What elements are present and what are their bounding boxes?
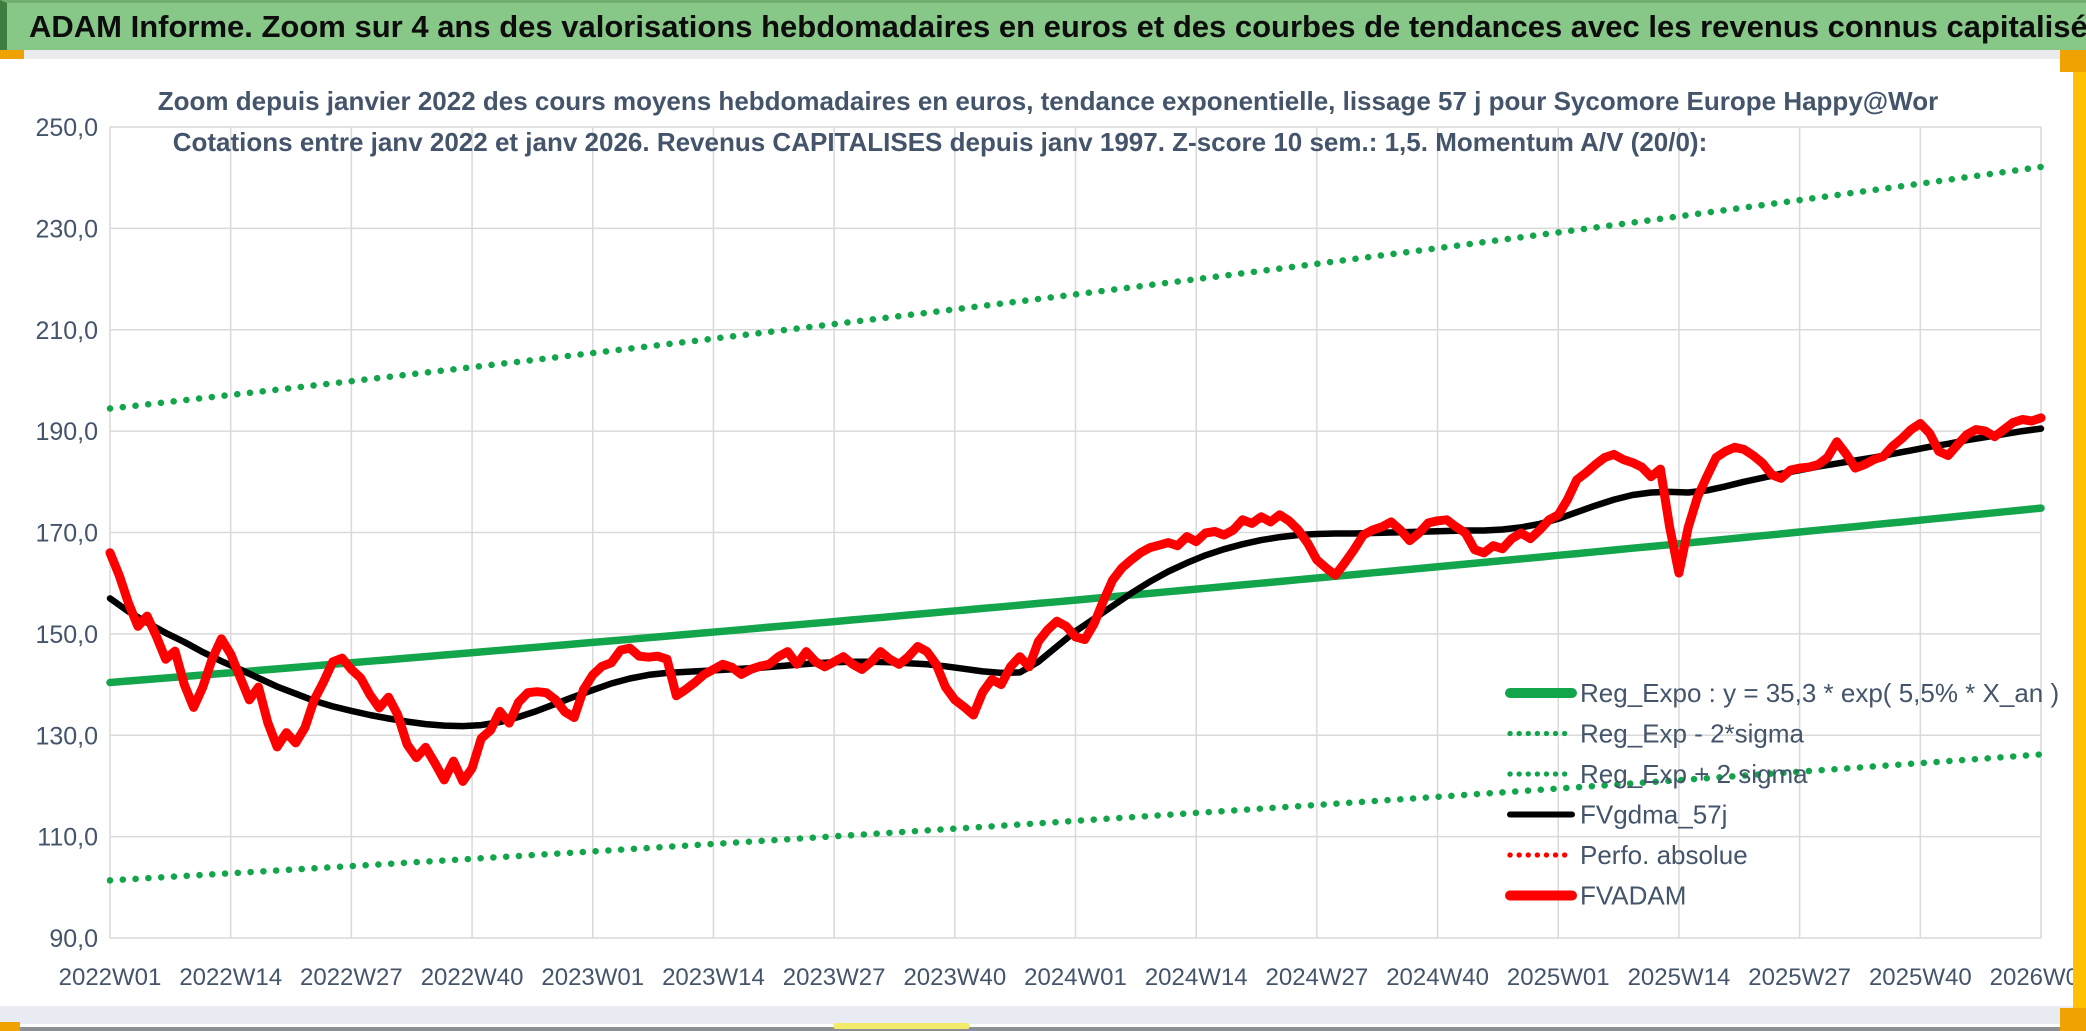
x-axis-tick-label: 2023W14 [662,964,765,991]
right-selection-border [2073,50,2086,1031]
legend-label-reg-exp-plus-2sigma[interactable]: Reg_Exp + 2 sigma [1580,759,1808,789]
y-axis-tick-label: 250,0 [35,114,98,142]
horizontal-scroll-thumb[interactable] [833,1023,970,1029]
x-axis-tick-label: 2023W40 [903,964,1006,991]
x-axis-tick-label: 2022W14 [179,964,282,991]
x-axis-tick-label: 2025W27 [1748,964,1851,991]
reg-expo-line[interactable] [106,504,2045,687]
legend-label-fvadam[interactable]: FVADAM [1580,881,1686,911]
page-title: ADAM Informe. Zoom sur 4 ans des valoris… [29,9,2086,44]
fvadam-line[interactable] [105,413,2046,786]
y-axis-tick-label: 110,0 [37,824,98,852]
y-axis-tick-label: 210,0 [35,317,98,345]
y-axis-tick-label: 190,0 [35,418,98,446]
status-strip [0,1006,2086,1024]
x-axis-tick-label: 2023W27 [783,964,886,991]
x-axis-tick-label: 2022W01 [59,964,162,991]
reg-exp-minus-2sigma-line[interactable] [106,751,2045,884]
legend-label-reg-expo[interactable]: Reg_Expo : y = 35,3 * exp( 5,5% * X_an ) [1580,678,2059,708]
x-axis-tick-label: 2024W14 [1145,964,1248,991]
x-axis-tick-label: 2025W01 [1507,964,1610,991]
selection-handle-top-right [2060,50,2086,72]
y-axis-tick-label: 130,0 [35,722,98,750]
x-axis-tick-label: 2024W01 [1024,964,1127,991]
y-axis-tick-label: 150,0 [35,621,98,649]
bottom-divider [0,1027,2086,1031]
reg-exp-plus-2sigma-line[interactable] [106,163,2045,412]
x-axis-tick-label: 2023W01 [541,964,644,991]
selection-handle-bottom-left [0,1022,20,1031]
y-axis-tick-label: 230,0 [35,215,98,243]
x-axis-tick-label: 2022W27 [300,964,403,991]
header-gap-strip [0,50,2086,59]
x-axis-tick-label: 2022W40 [421,964,524,991]
selection-handle-left [0,50,24,59]
y-axis-tick-label: 170,0 [35,520,98,548]
chart-title-line2: Cotations entre janv 2022 et janv 2026. … [173,127,1708,157]
x-axis-tick-label: 2026W01 [1990,964,2086,991]
x-axis-tick-label: 2024W40 [1386,964,1489,991]
x-axis-tick-label: 2025W14 [1628,964,1731,991]
legend-label-perfo-absolue[interactable]: Perfo. absolue [1580,840,1748,870]
x-axis-tick-label: 2025W40 [1869,964,1972,991]
title-bar: ADAM Informe. Zoom sur 4 ans des valoris… [0,0,2086,50]
legend-label-reg-exp-minus-2sigma[interactable]: Reg_Exp - 2*sigma [1580,719,1805,749]
chart-title-line1: Zoom depuis janvier 2022 des cours moyen… [158,86,1938,116]
selection-handle-bottom-right [2060,1008,2086,1031]
y-axis-tick-label: 90,0 [49,925,98,953]
x-axis-tick-label: 2024W27 [1266,964,1369,991]
legend-label-fvgdma-57j[interactable]: FVgdma_57j [1580,800,1727,830]
